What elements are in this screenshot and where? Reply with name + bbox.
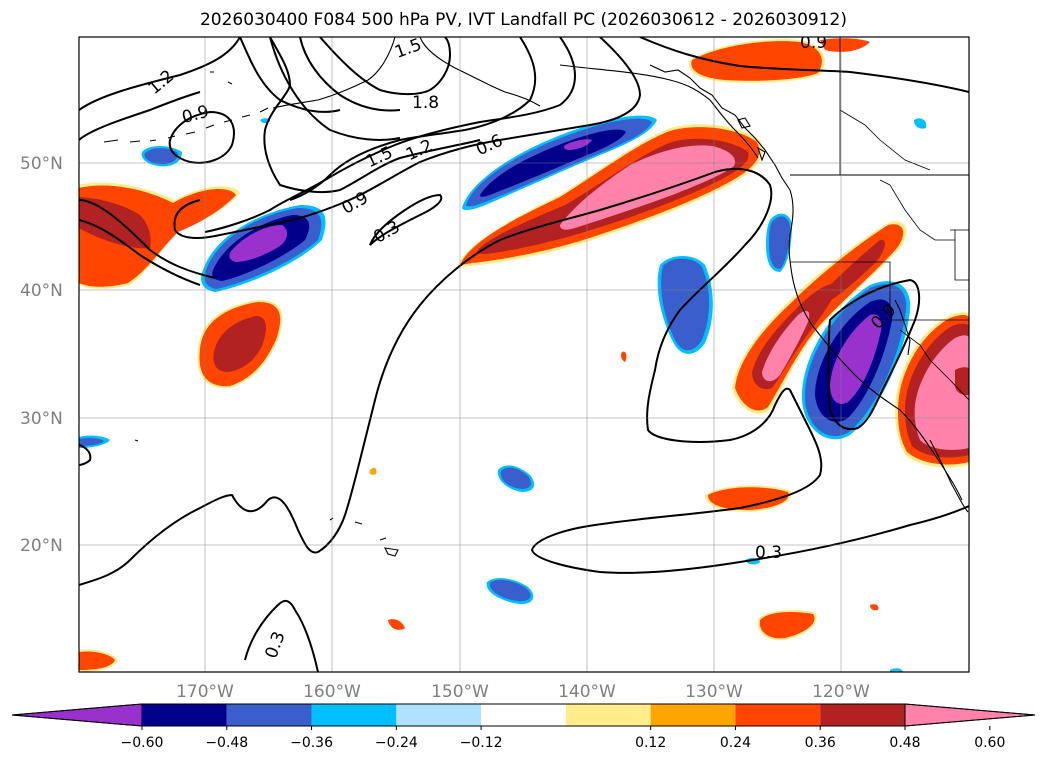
lon-label: 160°W bbox=[303, 682, 361, 702]
contours bbox=[79, 37, 969, 672]
colorbar-tick-label: −0.48 bbox=[205, 735, 248, 751]
colorbar-tick-label: 0.60 bbox=[974, 735, 1005, 751]
contour-label: 0.3 bbox=[755, 543, 782, 563]
lat-label: 50°N bbox=[20, 154, 63, 174]
lon-label: 140°W bbox=[558, 682, 616, 702]
colorbar-tick-label: 0.24 bbox=[720, 735, 751, 751]
latitude-labels: 50°N 40°N 30°N 20°N bbox=[20, 154, 63, 556]
positive-anomaly-west-edge bbox=[79, 182, 240, 289]
colorbar: −0.60 −0.48 −0.36 −0.24 −0.12 0.12 0.24 0.36 0.4… bbox=[11, 703, 1036, 751]
lon-label: 150°W bbox=[431, 682, 489, 702]
small-anomaly-blobs bbox=[79, 118, 927, 672]
map-panel: 1.2 1.5 1.8 0.9 1.5 1.2 0.6 0.9 0.3 0.9 … bbox=[79, 33, 969, 672]
colorbar-segment bbox=[735, 704, 821, 726]
lat-label: 40°N bbox=[20, 281, 63, 301]
colorbar-segment bbox=[565, 704, 651, 726]
colorbar-tick-label: −0.60 bbox=[121, 735, 164, 751]
map-title: 2026030400 F084 500 hPa PV, IVT Landfall… bbox=[199, 10, 847, 30]
colorbar-segment bbox=[481, 704, 566, 726]
colorbar-extend-min bbox=[11, 703, 143, 727]
colorbar-extend-max bbox=[904, 703, 1036, 727]
colorbar-segment bbox=[396, 704, 482, 726]
lon-label: 130°W bbox=[685, 682, 743, 702]
colorbar-segment bbox=[820, 704, 905, 726]
coastlines bbox=[103, 37, 969, 557]
positive-anomaly-north-coast bbox=[689, 38, 870, 83]
pv-shading bbox=[79, 38, 969, 672]
colorbar-segment bbox=[311, 704, 397, 726]
colorbar-segment bbox=[226, 704, 312, 726]
lat-label: 20°N bbox=[20, 536, 63, 556]
colorbar-tick-label: −0.24 bbox=[375, 735, 418, 751]
positive-anomaly-168w bbox=[197, 300, 283, 389]
lat-label: 30°N bbox=[20, 409, 63, 429]
lon-label: 120°W bbox=[812, 682, 870, 702]
longitude-labels: 170°W 160°W 150°W 140°W 130°W 120°W bbox=[176, 682, 870, 702]
contour-label: 0.9 bbox=[800, 33, 827, 53]
colorbar-segment bbox=[650, 704, 736, 726]
map-frame bbox=[78, 36, 970, 673]
colorbar-segment bbox=[142, 704, 227, 726]
colorbar-tick-label: 0.36 bbox=[805, 735, 836, 751]
colorbar-tick-label: −0.36 bbox=[290, 735, 333, 751]
colorbar-tick-label: −0.12 bbox=[460, 735, 503, 751]
positive-anomaly-coastal-band bbox=[732, 221, 907, 414]
lon-label: 170°W bbox=[176, 682, 234, 702]
colorbar-tick-label: 0.48 bbox=[889, 735, 920, 751]
negative-anomaly-coast-sliver bbox=[766, 213, 792, 272]
positive-anomaly-southeast bbox=[895, 311, 969, 468]
colorbar-tick-label: 0.12 bbox=[635, 735, 666, 751]
positive-anomaly-main-band bbox=[457, 124, 763, 268]
gridlines bbox=[79, 37, 969, 672]
negative-anomaly-165w bbox=[201, 205, 326, 292]
contour-label: 1.8 bbox=[412, 93, 439, 113]
